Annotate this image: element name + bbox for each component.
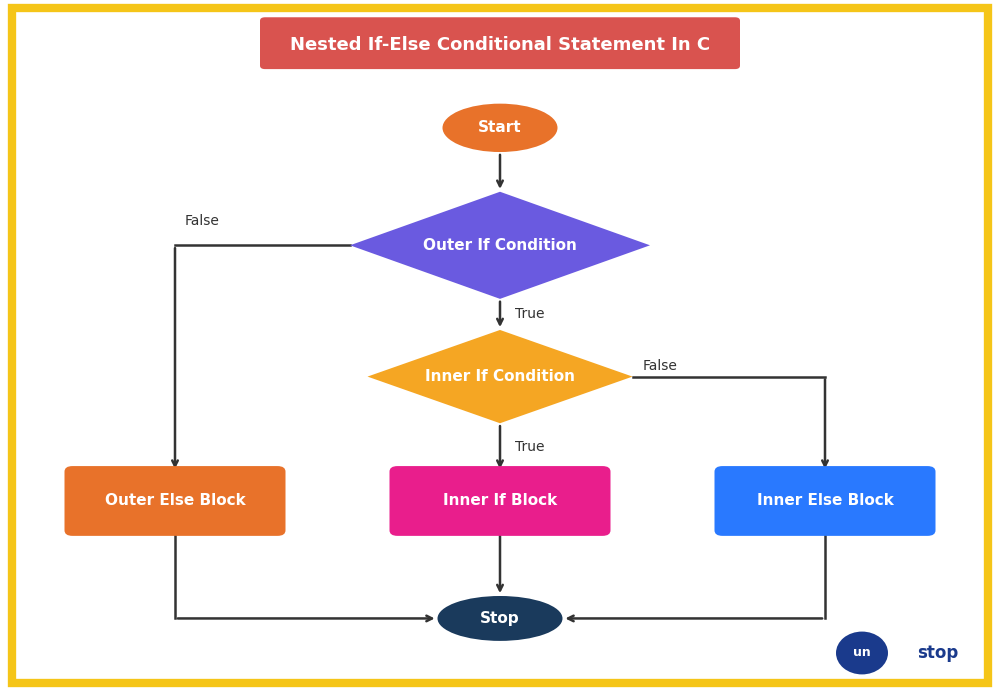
Text: Inner If Block: Inner If Block xyxy=(443,493,557,509)
Text: Inner Else Block: Inner Else Block xyxy=(757,493,893,509)
Ellipse shape xyxy=(836,632,888,674)
Text: True: True xyxy=(515,307,544,321)
Text: Nested If-Else Conditional Statement In C: Nested If-Else Conditional Statement In … xyxy=(290,36,710,54)
Text: Inner If Condition: Inner If Condition xyxy=(425,369,575,384)
Text: True: True xyxy=(515,440,544,455)
Text: Outer If Condition: Outer If Condition xyxy=(423,238,577,253)
FancyBboxPatch shape xyxy=(64,466,286,536)
Text: stop: stop xyxy=(917,644,958,662)
FancyBboxPatch shape xyxy=(260,17,740,69)
Ellipse shape xyxy=(438,596,562,641)
FancyBboxPatch shape xyxy=(714,466,935,536)
Text: Outer Else Block: Outer Else Block xyxy=(105,493,245,509)
Polygon shape xyxy=(368,330,633,423)
Text: un: un xyxy=(853,647,871,659)
Text: False: False xyxy=(643,359,677,373)
Text: Start: Start xyxy=(478,120,522,135)
FancyBboxPatch shape xyxy=(390,466,610,536)
Text: Stop: Stop xyxy=(480,611,520,626)
Polygon shape xyxy=(350,192,650,299)
Ellipse shape xyxy=(442,104,558,152)
Text: False: False xyxy=(185,214,220,228)
